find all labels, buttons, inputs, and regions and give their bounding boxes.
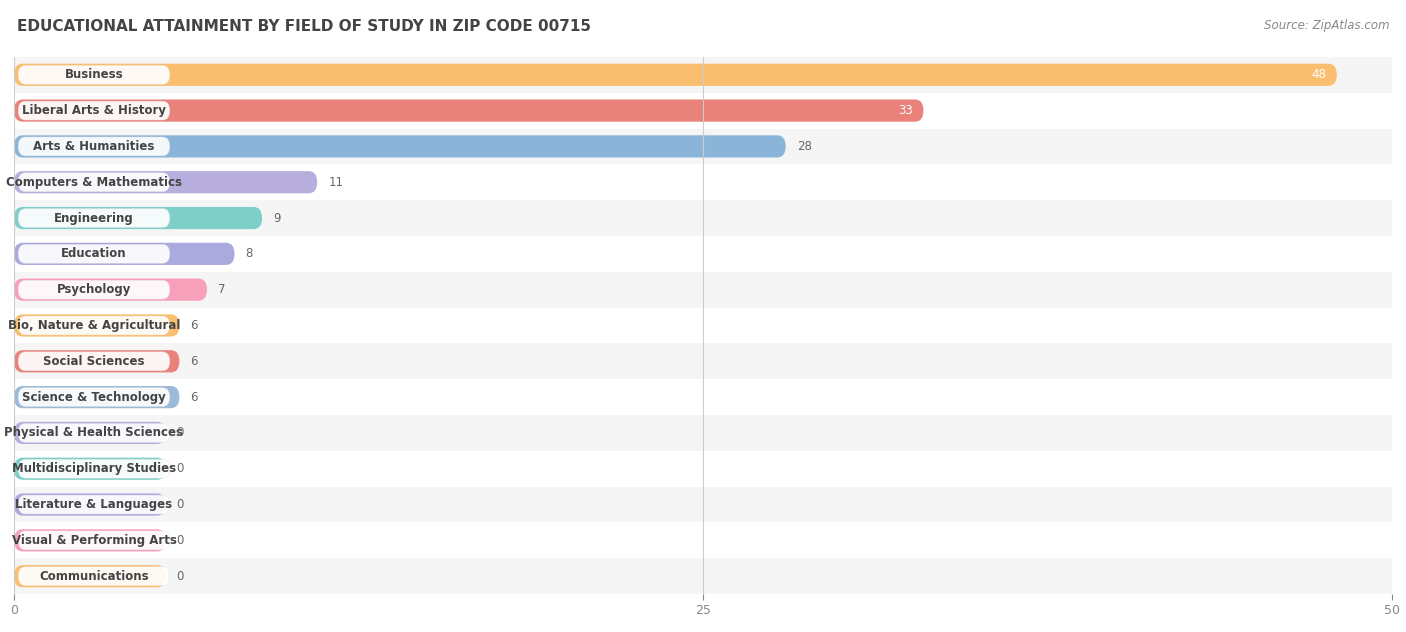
- Text: Multidisciplinary Studies: Multidisciplinary Studies: [11, 462, 176, 475]
- FancyBboxPatch shape: [18, 567, 170, 586]
- Text: Computers & Mathematics: Computers & Mathematics: [6, 176, 181, 189]
- FancyBboxPatch shape: [14, 451, 1392, 487]
- Text: Visual & Performing Arts: Visual & Performing Arts: [11, 534, 176, 547]
- FancyBboxPatch shape: [18, 459, 170, 478]
- FancyBboxPatch shape: [18, 531, 170, 550]
- FancyBboxPatch shape: [18, 316, 170, 335]
- Text: 6: 6: [190, 319, 198, 332]
- Text: Science & Technology: Science & Technology: [22, 391, 166, 404]
- FancyBboxPatch shape: [14, 314, 180, 337]
- Text: Physical & Health Sciences: Physical & Health Sciences: [4, 427, 183, 439]
- Text: 0: 0: [177, 569, 184, 583]
- Text: 28: 28: [797, 140, 811, 153]
- Text: Business: Business: [65, 68, 124, 82]
- FancyBboxPatch shape: [14, 422, 166, 444]
- Text: Education: Education: [62, 247, 127, 260]
- Text: 9: 9: [273, 212, 281, 224]
- FancyBboxPatch shape: [14, 171, 318, 193]
- Text: Source: ZipAtlas.com: Source: ZipAtlas.com: [1264, 19, 1389, 32]
- FancyBboxPatch shape: [14, 99, 924, 122]
- FancyBboxPatch shape: [14, 64, 1337, 86]
- FancyBboxPatch shape: [18, 209, 170, 228]
- Text: Communications: Communications: [39, 569, 149, 583]
- FancyBboxPatch shape: [14, 93, 1392, 128]
- FancyBboxPatch shape: [18, 495, 170, 514]
- FancyBboxPatch shape: [14, 272, 1392, 308]
- FancyBboxPatch shape: [14, 558, 1392, 594]
- FancyBboxPatch shape: [18, 423, 170, 442]
- FancyBboxPatch shape: [14, 128, 1392, 164]
- FancyBboxPatch shape: [14, 279, 207, 301]
- FancyBboxPatch shape: [18, 137, 170, 156]
- Text: 6: 6: [190, 391, 198, 404]
- Text: Arts & Humanities: Arts & Humanities: [34, 140, 155, 153]
- FancyBboxPatch shape: [14, 236, 1392, 272]
- FancyBboxPatch shape: [14, 308, 1392, 343]
- Text: Literature & Languages: Literature & Languages: [15, 498, 173, 511]
- Text: 11: 11: [328, 176, 343, 189]
- Text: EDUCATIONAL ATTAINMENT BY FIELD OF STUDY IN ZIP CODE 00715: EDUCATIONAL ATTAINMENT BY FIELD OF STUDY…: [17, 19, 591, 34]
- FancyBboxPatch shape: [14, 415, 1392, 451]
- FancyBboxPatch shape: [14, 487, 1392, 523]
- Text: 0: 0: [177, 462, 184, 475]
- FancyBboxPatch shape: [14, 529, 166, 552]
- Text: 8: 8: [246, 247, 253, 260]
- FancyBboxPatch shape: [14, 164, 1392, 200]
- Text: 0: 0: [177, 498, 184, 511]
- FancyBboxPatch shape: [14, 350, 180, 372]
- FancyBboxPatch shape: [14, 200, 1392, 236]
- Text: Bio, Nature & Agricultural: Bio, Nature & Agricultural: [8, 319, 180, 332]
- Text: 33: 33: [897, 104, 912, 117]
- FancyBboxPatch shape: [14, 379, 1392, 415]
- FancyBboxPatch shape: [14, 57, 1392, 93]
- FancyBboxPatch shape: [14, 523, 1392, 558]
- FancyBboxPatch shape: [14, 135, 786, 157]
- FancyBboxPatch shape: [18, 245, 170, 264]
- Text: Psychology: Psychology: [56, 283, 131, 296]
- FancyBboxPatch shape: [18, 101, 170, 120]
- Text: 7: 7: [218, 283, 225, 296]
- FancyBboxPatch shape: [18, 65, 170, 84]
- FancyBboxPatch shape: [14, 458, 166, 480]
- FancyBboxPatch shape: [14, 207, 262, 229]
- Text: 0: 0: [177, 427, 184, 439]
- Text: Social Sciences: Social Sciences: [44, 355, 145, 368]
- FancyBboxPatch shape: [18, 387, 170, 406]
- FancyBboxPatch shape: [14, 565, 166, 587]
- Text: 48: 48: [1310, 68, 1326, 82]
- Text: Liberal Arts & History: Liberal Arts & History: [22, 104, 166, 117]
- FancyBboxPatch shape: [18, 173, 170, 191]
- FancyBboxPatch shape: [14, 386, 180, 408]
- FancyBboxPatch shape: [18, 280, 170, 299]
- FancyBboxPatch shape: [14, 243, 235, 265]
- Text: Engineering: Engineering: [53, 212, 134, 224]
- FancyBboxPatch shape: [18, 352, 170, 371]
- FancyBboxPatch shape: [14, 343, 1392, 379]
- Text: 0: 0: [177, 534, 184, 547]
- FancyBboxPatch shape: [14, 494, 166, 516]
- Text: 6: 6: [190, 355, 198, 368]
